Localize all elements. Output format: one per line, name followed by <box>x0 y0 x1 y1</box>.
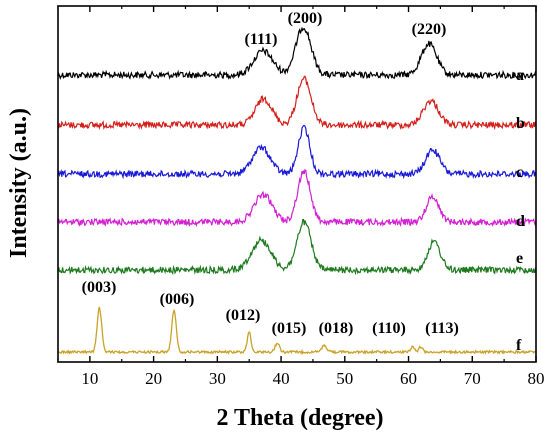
peak-label-220: (220) <box>412 21 447 38</box>
series-line-f <box>57 306 537 355</box>
peak-label-003: (003) <box>82 279 117 296</box>
series-label-e: e <box>516 250 523 267</box>
series-line-c <box>57 124 537 180</box>
x-tick-label: 80 <box>528 369 545 388</box>
y-axis-title: Intensity (a.u.) <box>6 108 32 258</box>
series-label-b: b <box>516 115 525 132</box>
series-line-a <box>57 26 537 81</box>
peak-label-110: (110) <box>372 320 406 337</box>
x-tick-label: 50 <box>336 369 353 388</box>
series-line-d <box>57 168 537 228</box>
series-layer <box>57 26 537 355</box>
peak-label-200: (200) <box>288 10 323 27</box>
plot-frame <box>57 5 537 363</box>
peak-label-015: (015) <box>272 320 307 337</box>
series-line-e <box>57 218 537 276</box>
series-label-a: a <box>516 67 524 84</box>
axes-layer: 10 20 30 40 50 60 70 80 <box>57 5 545 388</box>
labels-layer: a (111) (200) (220) b c d e f (003) (006) (012) (015… <box>82 10 525 354</box>
x-tick-label: 30 <box>209 369 226 388</box>
series-label-d: d <box>516 213 525 230</box>
x-tick-label: 10 <box>81 369 98 388</box>
series-label-f: f <box>516 337 522 354</box>
x-tick-label: 60 <box>400 369 417 388</box>
series-line-b <box>57 75 537 131</box>
peak-label-111: (111) <box>245 31 278 48</box>
peak-label-113: (113) <box>425 320 459 337</box>
x-tick-label: 70 <box>464 369 481 388</box>
x-tick-label: 20 <box>145 369 162 388</box>
peak-label-012: (012) <box>226 307 261 324</box>
x-axis-title: 2 Theta (degree) <box>216 405 383 431</box>
x-tick-label: 40 <box>273 369 290 388</box>
series-label-c: c <box>516 164 523 181</box>
peak-label-006: (006) <box>160 291 195 308</box>
peak-label-018: (018) <box>319 320 354 337</box>
